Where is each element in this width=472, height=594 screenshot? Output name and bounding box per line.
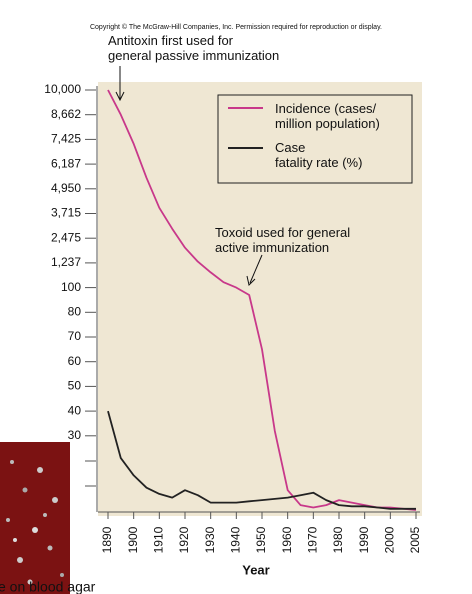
x-tick-label: 2000 xyxy=(383,526,397,553)
y-tick-label: 7,425 xyxy=(51,132,81,146)
y-tick-label: 4,950 xyxy=(51,181,81,195)
x-tick-label: 1900 xyxy=(126,526,140,553)
x-tick-label: 1970 xyxy=(306,526,320,553)
annotation: Antitoxin first used for general passive… xyxy=(108,33,280,63)
plot-background xyxy=(98,82,422,516)
y-tick-label: 10,000 xyxy=(44,82,81,96)
legend-label: Case fatality rate (%) xyxy=(275,140,363,170)
annotation: Toxoid used for general active immunizat… xyxy=(215,225,351,255)
series-line xyxy=(107,410,416,510)
annotation-arrow xyxy=(249,254,263,284)
x-tick-label: 1990 xyxy=(357,526,371,553)
y-tick-label: 3,715 xyxy=(51,206,81,220)
x-tick-label: 1920 xyxy=(177,526,191,553)
y-tick-label: 50 xyxy=(68,379,82,393)
y-tick-label: 8,662 xyxy=(51,107,81,121)
y-tick-label: 100 xyxy=(61,280,81,294)
y-tick-label: 30 xyxy=(68,428,82,442)
x-tick-label: 2005 xyxy=(408,526,422,553)
annotation-arrow xyxy=(246,275,256,286)
x-tick-label: 1980 xyxy=(331,526,345,553)
caption: e on blood agar xyxy=(0,579,96,594)
x-tick-label: 1960 xyxy=(280,526,294,553)
y-tick-label: 1,237 xyxy=(51,255,81,269)
y-tick-label: 70 xyxy=(68,329,82,343)
y-tick-label: 6,187 xyxy=(51,156,81,170)
legend-box xyxy=(217,94,413,184)
x-tick-label: 1890 xyxy=(100,526,114,553)
copyright: Copyright © The McGraw-Hill Companies, I… xyxy=(90,23,382,31)
inset-photo xyxy=(0,442,70,594)
x-tick-label: 1950 xyxy=(254,526,268,553)
y-tick-label: 40 xyxy=(68,403,82,417)
x-axis-label: Year xyxy=(242,562,269,577)
x-tick-label: 1930 xyxy=(203,526,217,553)
series-line xyxy=(107,89,417,511)
y-tick-label: 60 xyxy=(68,354,82,368)
x-tick-label: 1940 xyxy=(229,526,243,553)
annotation-arrow xyxy=(115,91,125,102)
legend-label: Incidence (cases/ million population) xyxy=(275,101,380,131)
y-tick-label: 2,475 xyxy=(51,230,81,244)
x-tick-label: 1910 xyxy=(152,526,166,553)
y-tick-label: 80 xyxy=(68,304,82,318)
